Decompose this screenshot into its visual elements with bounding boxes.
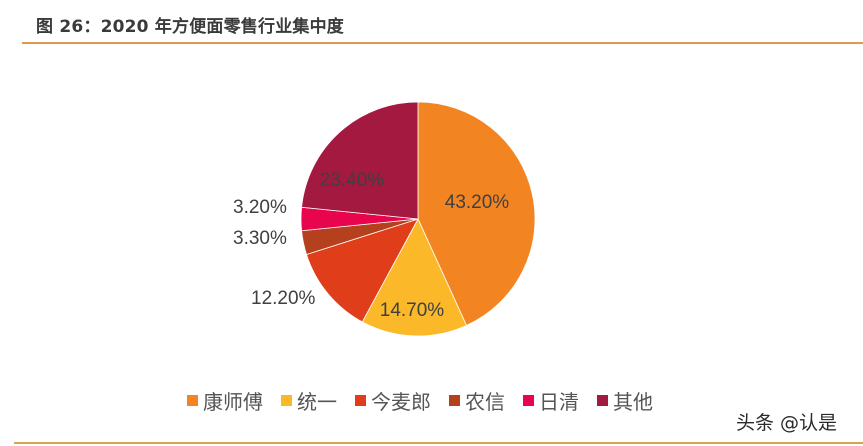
pie-slice-0 xyxy=(417,101,536,327)
pie-slices xyxy=(300,101,536,337)
slice-value-label: 3.30% xyxy=(233,228,287,249)
legend-item-other: 其他 xyxy=(597,386,653,415)
pie-inner-labels: 43.20% 14.70% 23.40% xyxy=(320,170,510,321)
legend-label: 康师傅 xyxy=(203,390,263,414)
watermark: 头条 @认是 xyxy=(736,412,838,434)
legend-swatch xyxy=(449,395,460,406)
pie-slice-5 xyxy=(301,101,419,220)
legend-item-tongyi: 统一 xyxy=(281,386,337,415)
legend-label: 今麦郎 xyxy=(371,390,431,414)
slice-value-label: 23.40% xyxy=(320,170,385,191)
legend-label: 日清 xyxy=(539,390,579,414)
slice-value-label: 3.20% xyxy=(233,197,287,218)
slice-value-label: 14.70% xyxy=(380,300,445,321)
figure-title: 图 26：2020 年方便面零售行业集中度 xyxy=(36,17,345,37)
legend-item-riqing: 日清 xyxy=(523,386,579,415)
bottom-divider xyxy=(14,442,863,444)
pie-slice-2 xyxy=(305,218,419,323)
chart-legend: 康师傅 统一 今麦郎 农信 日清 其他 xyxy=(187,386,671,415)
legend-item-kangshifu: 康师傅 xyxy=(187,386,263,415)
title-divider xyxy=(22,42,863,44)
legend-label: 农信 xyxy=(465,390,505,414)
slice-value-label: 43.20% xyxy=(445,192,510,213)
legend-item-nongxin: 农信 xyxy=(449,386,505,415)
legend-swatch xyxy=(355,395,366,406)
legend-swatch xyxy=(523,395,534,406)
pie-slice-1 xyxy=(361,218,468,337)
legend-item-jinmailang: 今麦郎 xyxy=(355,386,431,415)
legend-label: 统一 xyxy=(297,390,337,414)
legend-swatch xyxy=(281,395,292,406)
legend-swatch xyxy=(187,395,198,406)
legend-swatch xyxy=(597,395,608,406)
legend-label: 其他 xyxy=(613,390,653,414)
slice-value-label: 12.20% xyxy=(251,288,316,309)
